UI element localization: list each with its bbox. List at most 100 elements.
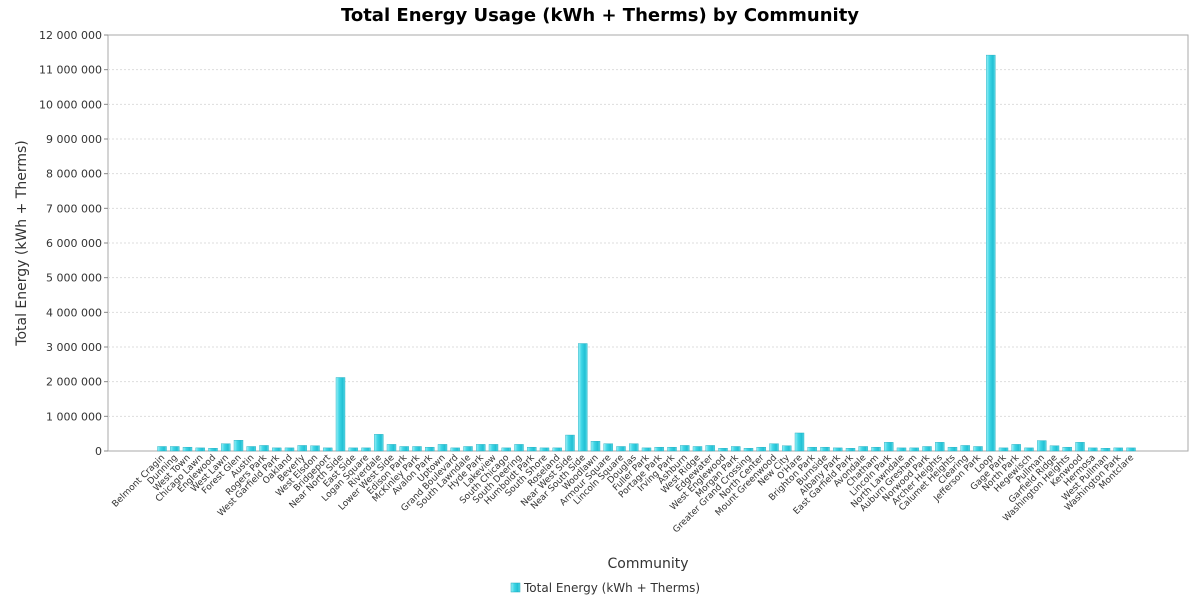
- bar: [361, 447, 371, 452]
- bar: [731, 446, 741, 452]
- bar: [782, 445, 792, 452]
- bar: [1100, 448, 1111, 452]
- bar: [871, 446, 881, 452]
- bar: [935, 442, 945, 452]
- bar: [425, 446, 435, 452]
- y-tick-label: 2 000 000: [46, 376, 102, 389]
- bar: [488, 444, 499, 452]
- bar: [807, 446, 817, 452]
- bar: [374, 434, 384, 452]
- bar: [246, 446, 256, 452]
- bar: [667, 446, 677, 452]
- bar: [986, 54, 996, 452]
- bar: [233, 440, 244, 452]
- bar: [1037, 440, 1047, 452]
- bar: [973, 446, 983, 452]
- bar: [616, 446, 626, 452]
- bar: [412, 446, 422, 452]
- y-tick-label: 7 000 000: [46, 202, 102, 215]
- bar: [552, 447, 562, 452]
- bar: [1126, 447, 1136, 452]
- x-axis-title: Community: [607, 556, 688, 572]
- bar: [1049, 445, 1060, 452]
- bar: [1024, 447, 1034, 452]
- chart-title: Total Energy Usage (kWh + Therms) by Com…: [341, 5, 859, 26]
- bar: [514, 444, 524, 452]
- bar: [501, 447, 511, 452]
- y-tick-label: 1 000 000: [46, 410, 102, 423]
- bar: [182, 446, 193, 452]
- legend-swatch: [510, 582, 521, 593]
- bar: [1075, 442, 1085, 452]
- y-tick-label: 8 000 000: [46, 168, 102, 181]
- y-tick-label: 11 000 000: [39, 64, 102, 77]
- y-tick-label: 12 000 000: [39, 29, 102, 42]
- y-tick-label: 5 000 000: [46, 272, 102, 285]
- bar: [922, 446, 932, 452]
- bar: [208, 448, 218, 452]
- bar: [437, 444, 448, 452]
- y-axis-ticks: 0 1 000 000 2 000 000 3 000 000 4 000 000 5 0…: [39, 29, 108, 458]
- y-tick-label: 4 000 000: [46, 306, 102, 319]
- bar: [1062, 446, 1072, 452]
- bar: [833, 447, 843, 452]
- bar: [705, 445, 715, 452]
- bar: [272, 447, 282, 452]
- bar: [769, 443, 779, 452]
- bar: [539, 447, 550, 452]
- bar: [399, 446, 409, 452]
- bar: [947, 446, 958, 452]
- bar: [692, 446, 703, 452]
- bar: [578, 343, 588, 452]
- bar: [259, 445, 269, 452]
- bar: [310, 445, 320, 452]
- bar: [654, 446, 664, 452]
- bar: [884, 442, 894, 452]
- y-tick-label: 3 000 000: [46, 341, 102, 354]
- bar: [284, 447, 295, 452]
- bar: [858, 446, 868, 452]
- bars: [157, 54, 1136, 452]
- bar: [590, 441, 601, 452]
- bar: [463, 446, 473, 452]
- y-tick-label: 6 000 000: [46, 237, 102, 250]
- bar: [998, 447, 1009, 452]
- bar: [565, 434, 575, 452]
- bar: [386, 444, 397, 452]
- bar: [845, 448, 856, 452]
- gridlines: [108, 69, 1188, 417]
- bar: [157, 446, 167, 452]
- bar: [743, 448, 754, 452]
- bar: [335, 377, 346, 452]
- bar: [756, 446, 766, 452]
- bar: [221, 443, 231, 452]
- y-axis-title: Total Energy (kWh + Therms): [14, 140, 30, 346]
- y-tick-label: 10 000 000: [39, 98, 102, 111]
- bar: [527, 446, 537, 452]
- bar: [794, 432, 805, 452]
- bar: [820, 446, 830, 452]
- bar: [323, 447, 333, 452]
- bar: [297, 445, 307, 452]
- y-tick-label: 9 000 000: [46, 133, 102, 146]
- bar: [909, 447, 919, 452]
- bar: [1113, 447, 1123, 452]
- bar: [896, 447, 907, 452]
- bar: [641, 447, 652, 452]
- legend: Total Energy (kWh + Therms): [510, 581, 700, 595]
- bar: [629, 443, 639, 452]
- bar: [1011, 444, 1021, 452]
- bar: [1088, 447, 1098, 452]
- bar: [195, 447, 205, 452]
- bar: [170, 446, 180, 452]
- bar: [476, 444, 486, 452]
- legend-label: Total Energy (kWh + Therms): [523, 581, 700, 595]
- bar: [603, 443, 613, 452]
- bar: [960, 445, 970, 452]
- bar: [348, 447, 358, 452]
- bar: [450, 447, 460, 452]
- y-tick-label: 0: [95, 445, 102, 458]
- bar: [680, 445, 690, 452]
